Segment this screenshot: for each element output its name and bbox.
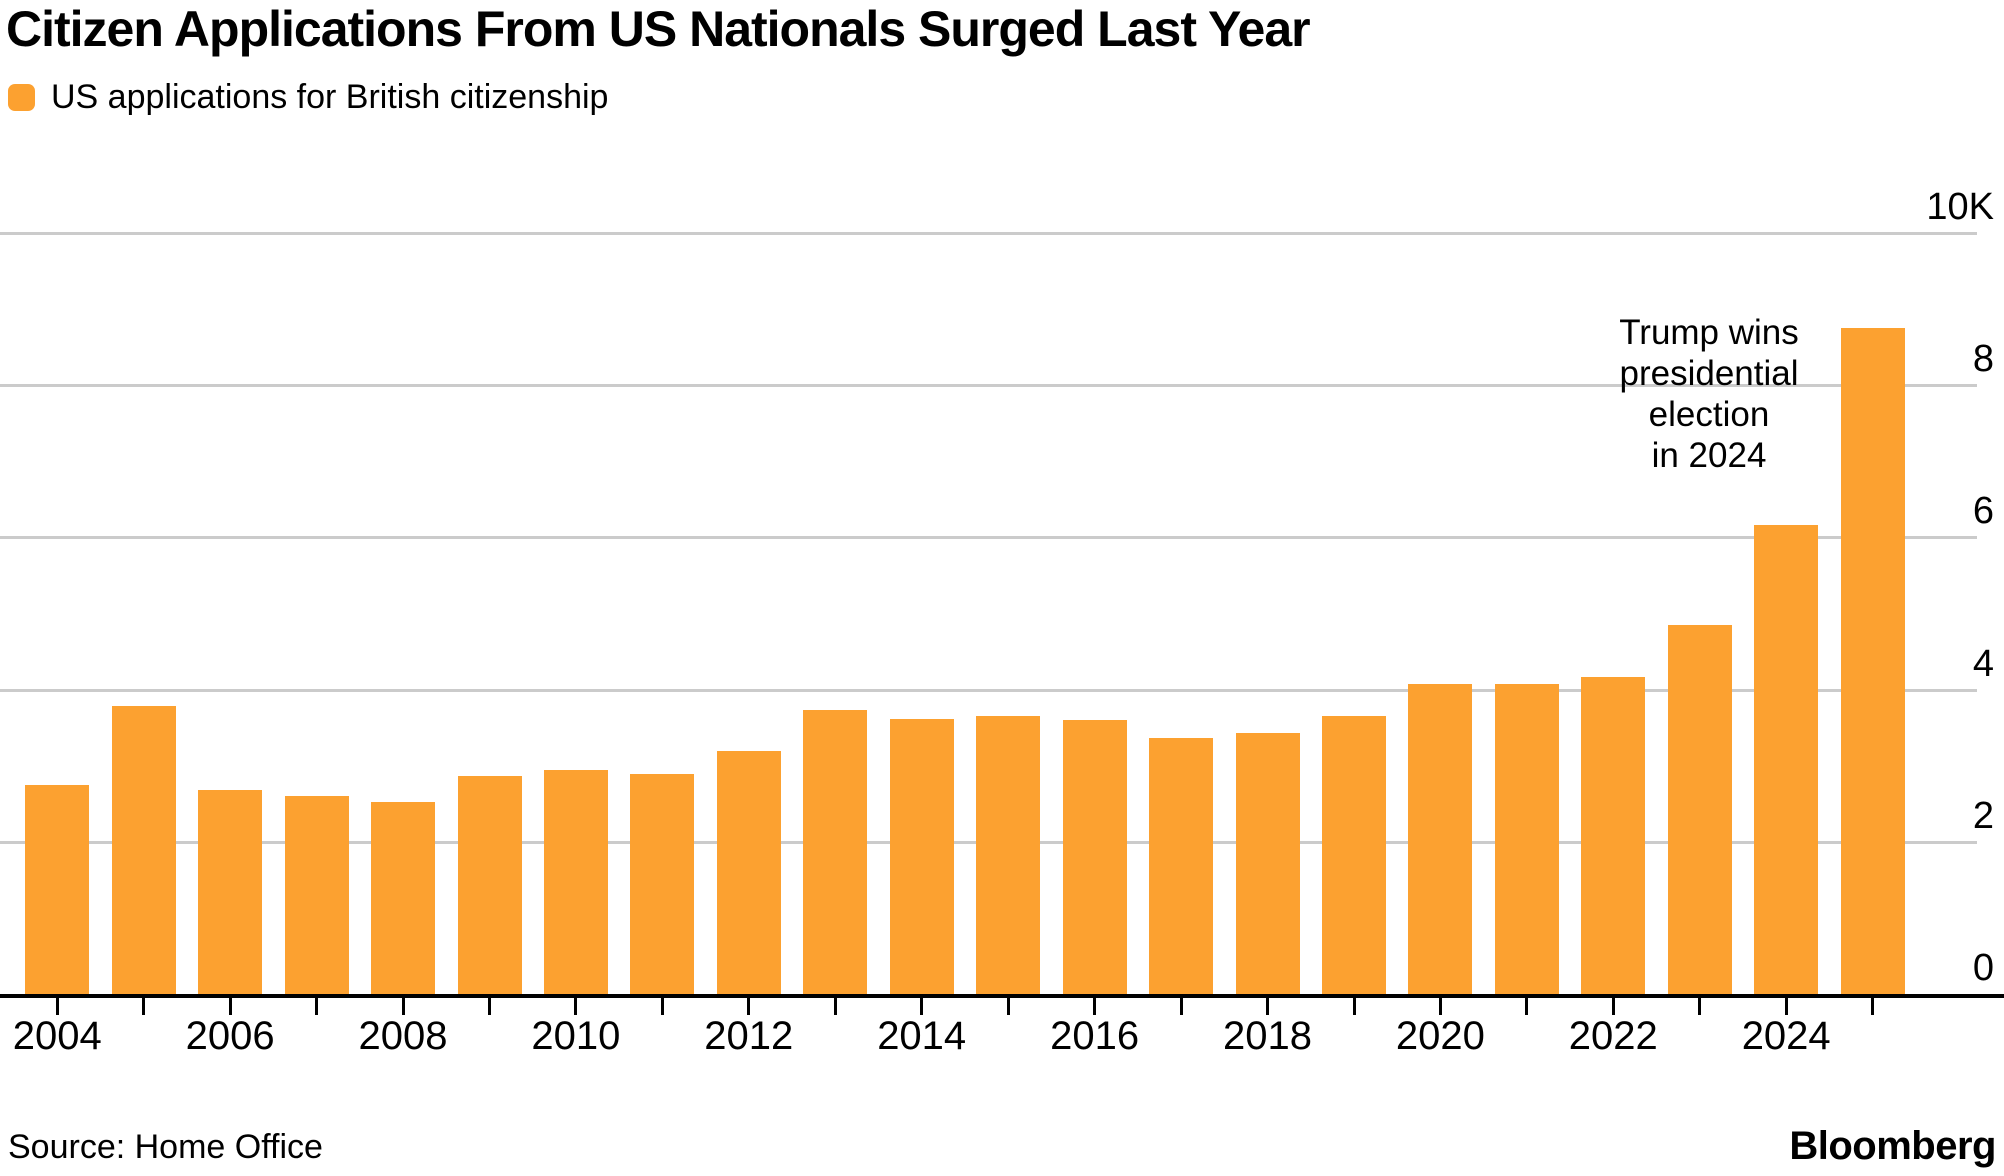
gridline-8 (0, 384, 1977, 388)
bar-2023 (1667, 624, 1732, 994)
x-axis-label: 2020 (1395, 1014, 1485, 1058)
x-tick (920, 998, 924, 1015)
bar-2017 (1149, 738, 1214, 994)
x-tick (833, 998, 837, 1015)
bar-2025 (1840, 328, 1905, 994)
bar-2010 (543, 769, 608, 994)
bar-2005 (111, 705, 176, 994)
x-axis-label: 2008 (358, 1014, 448, 1058)
x-tick (1784, 998, 1788, 1015)
bar-2006 (198, 790, 263, 994)
x-tick (228, 998, 232, 1015)
x-axis-label: 2006 (185, 1014, 275, 1058)
y-axis-label: 4 (1972, 642, 1994, 685)
x-tick (747, 998, 751, 1015)
bar-2018 (1235, 733, 1300, 994)
y-axis-label: 10K (1926, 186, 1994, 228)
x-tick (401, 998, 405, 1015)
x-tick (1525, 998, 1529, 1015)
x-axis-label: 2010 (531, 1014, 621, 1058)
annotation-trump-2024: Trump wins presidential election in 2024 (1619, 313, 1799, 475)
legend-label: US applications for British citizenship (51, 78, 609, 116)
bar-2013 (803, 710, 868, 994)
y-axis-label: 2 (1972, 794, 1994, 837)
x-tick (1179, 998, 1183, 1015)
bar-2015 (976, 716, 1041, 994)
x-tick (1006, 998, 1010, 1015)
x-tick (1352, 998, 1356, 1015)
bar-2014 (889, 719, 954, 994)
x-tick (55, 998, 59, 1015)
bloomberg-logo: Bloomberg (1789, 1124, 1996, 1168)
x-tick (660, 998, 664, 1015)
gridline-10K (0, 232, 1977, 235)
x-axis-label: 2018 (1223, 1014, 1312, 1058)
x-tick (1438, 998, 1442, 1015)
x-axis-label: 2014 (877, 1014, 967, 1058)
x-tick (142, 998, 146, 1015)
bar-2004 (25, 784, 90, 994)
x-axis-label: 2024 (1741, 1014, 1831, 1058)
y-axis-label: 6 (1972, 490, 1994, 533)
x-tick (1698, 998, 1702, 1015)
legend: US applications for British citizenship (8, 78, 608, 117)
x-axis-label: 2004 (12, 1014, 102, 1058)
bar-2011 (630, 774, 695, 994)
x-tick (1266, 998, 1269, 1015)
bar-2009 (457, 775, 522, 994)
y-axis-label: 0 (1972, 947, 1994, 989)
x-tick (488, 998, 491, 1015)
x-tick (1093, 998, 1097, 1015)
legend-swatch (8, 84, 35, 111)
y-axis-label: 8 (1972, 338, 1994, 381)
x-tick (1611, 998, 1615, 1015)
x-tick (1871, 998, 1875, 1015)
bar-2021 (1494, 684, 1559, 994)
x-tick (315, 998, 319, 1015)
x-axis-label: 2012 (704, 1014, 794, 1058)
bar-2007 (284, 796, 349, 994)
bar-2016 (1062, 720, 1127, 994)
x-axis-label: 2016 (1050, 1014, 1140, 1058)
x-axis-line (0, 994, 2004, 998)
bar-2022 (1581, 676, 1646, 994)
bar-2024 (1754, 525, 1819, 994)
bar-2020 (1408, 684, 1473, 994)
bar-2008 (371, 802, 435, 994)
bar-2012 (716, 751, 781, 994)
source-label: Source: Home Office (8, 1128, 323, 1166)
chart-title: Citizen Applications From US Nationals S… (6, 1, 1311, 57)
x-axis-label: 2022 (1568, 1014, 1658, 1058)
gridline-6 (0, 536, 1977, 540)
gridline-4 (0, 688, 1977, 692)
x-tick (574, 998, 578, 1015)
bar-2019 (1322, 716, 1386, 994)
